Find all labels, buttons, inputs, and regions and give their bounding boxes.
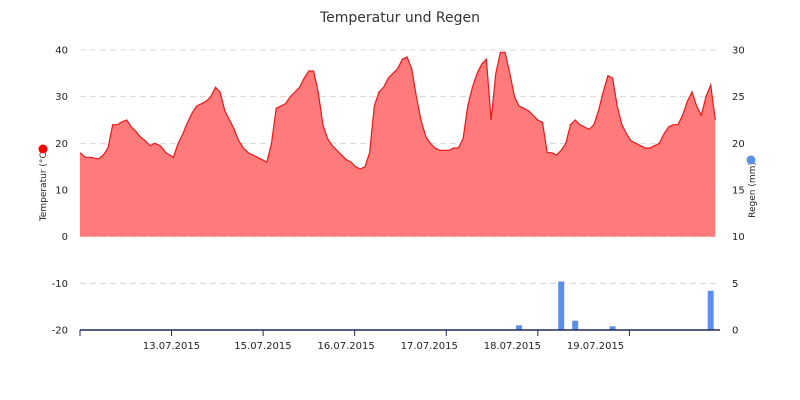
left-tick-label: 30 (55, 92, 68, 103)
rain-bar (558, 281, 565, 330)
temperature-area-fill (80, 52, 716, 237)
temperature-area (79, 51, 716, 237)
rain-legend-dot[interactable] (746, 155, 756, 165)
x-tick-label: 16.07.2015 (317, 341, 374, 352)
right-tick-label: 25 (732, 92, 745, 103)
chart-title: Temperatur und Regen (319, 10, 480, 26)
x-tick-label: 15.07.2015 (234, 341, 291, 352)
left-tick-label: 40 (55, 46, 68, 57)
right-axis-ticks: 30 25 20 15 10 5 0 (732, 46, 745, 337)
left-tick-label: 20 (55, 139, 68, 150)
right-tick-label: 10 (732, 232, 745, 243)
right-tick-label: 20 (732, 139, 745, 150)
rain-bars (516, 281, 714, 330)
right-tick-label: 15 (732, 186, 745, 197)
x-tick-label: 13.07.2015 (143, 341, 200, 352)
left-tick-label: 10 (55, 186, 68, 197)
y-left-axis-title: Temperatur (°C) (39, 149, 49, 222)
x-axis-ticks: 13.07.2015 15.07.2015 16.07.2015 17.07.2015… (79, 330, 630, 352)
x-tick-label: 19.07.2015 (567, 341, 624, 352)
left-tick-label: -10 (52, 279, 68, 290)
right-tick-label: 30 (732, 46, 745, 57)
temperature-line (79, 51, 716, 170)
rain-bar (707, 290, 714, 330)
rain-bar (609, 326, 616, 330)
y-right-axis-title: Regen (mm) (748, 162, 758, 218)
rain-bar (516, 325, 523, 330)
right-tick-label: 0 (732, 326, 738, 337)
x-tick-label: 18.07.2015 (484, 341, 541, 352)
x-tick-label: 17.07.2015 (401, 341, 458, 352)
temperature-legend-dot[interactable] (38, 144, 48, 154)
left-axis-ticks: 40 30 20 10 0 -10 -20 (52, 46, 68, 337)
left-tick-label: -20 (52, 326, 68, 337)
right-tick-label: 5 (732, 279, 738, 290)
rain-bar (572, 320, 579, 330)
left-tick-label: 0 (62, 232, 68, 243)
